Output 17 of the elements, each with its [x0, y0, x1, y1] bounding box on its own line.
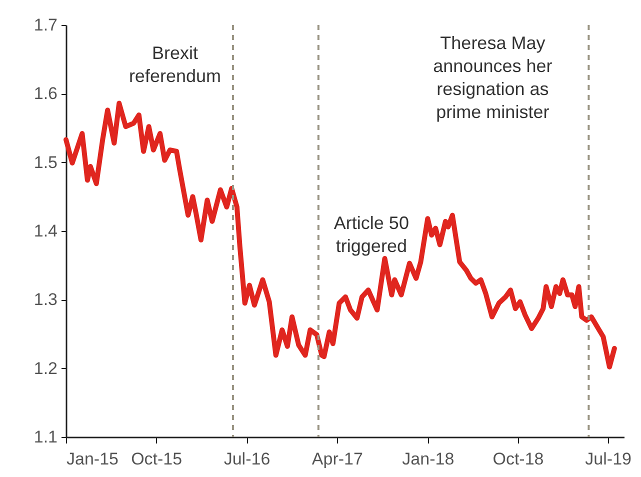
ref-line-label: Brexit referendum	[128, 43, 221, 86]
x-tick-label: Oct-18	[492, 450, 544, 468]
x-tick-label: Jan-15	[66, 450, 118, 468]
y-tick-label: 1.1	[34, 428, 58, 446]
y-tick-label: 1.5	[34, 152, 58, 172]
y-tick-label: 1.2	[34, 358, 58, 378]
x-tick-label: Apr-17	[312, 450, 363, 468]
x-tick-label: Jul-16	[224, 450, 270, 468]
ref-line-label: Article 50 triggered	[334, 213, 409, 256]
x-tick-label: Oct-15	[131, 450, 182, 468]
y-tick-label: 1.7	[34, 16, 58, 34]
ref-line-label: Theresa May announces her resignation as prime minister	[433, 33, 552, 122]
y-tick-label: 1.3	[34, 290, 58, 310]
y-tick-label: 1.4	[34, 222, 58, 240]
x-tick-label: Jan-18	[402, 450, 454, 468]
y-tick-label: 1.6	[34, 84, 58, 104]
x-tick-label: Jul-19	[585, 450, 632, 468]
